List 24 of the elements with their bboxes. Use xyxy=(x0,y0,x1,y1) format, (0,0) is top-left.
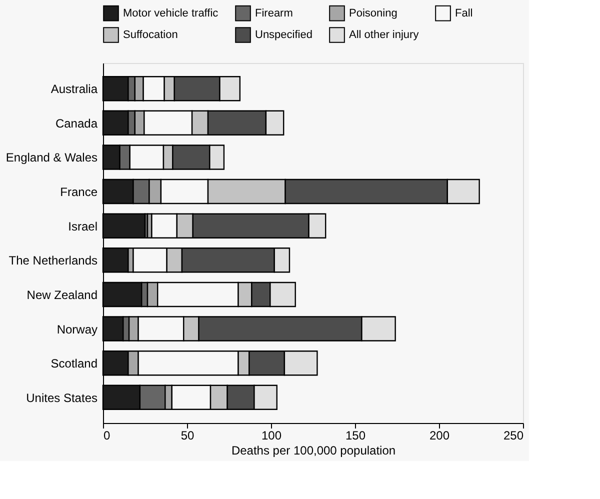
y-tick-label: Canada xyxy=(55,116,98,130)
x-tick-label: 50 xyxy=(180,428,194,442)
legend-label: Unspecified xyxy=(255,29,312,41)
x-tick-label: 200 xyxy=(429,428,450,442)
y-tick-label: Unites States xyxy=(26,390,98,405)
y-tick-label: Scotland xyxy=(50,356,98,371)
legend-label: Poisoning xyxy=(349,7,398,20)
x-tick-label: 100 xyxy=(261,428,282,442)
x-axis-title: Deaths per 100,000 population xyxy=(231,444,396,458)
y-tick-label: The Netherlands xyxy=(8,254,98,268)
y-tick-label: Israel xyxy=(68,219,98,234)
legend-label: Fall xyxy=(455,7,473,20)
y-tick-label: England & Wales xyxy=(6,150,98,165)
x-tick-label: 250 xyxy=(503,428,524,442)
legend-label: Motor vehicle traffic xyxy=(123,7,219,20)
legend-label: Suffocation xyxy=(123,29,178,41)
y-tick-label: France xyxy=(60,185,98,200)
legend-label: All other injury xyxy=(349,29,420,41)
y-tick-label: Norway xyxy=(56,322,98,336)
y-tick-label: Australia xyxy=(50,82,98,96)
legend-label: Firearm xyxy=(255,7,293,20)
x-tick-label: 0 xyxy=(104,428,110,442)
x-tick-label: 150 xyxy=(345,428,366,442)
y-tick-label: New Zealand xyxy=(26,288,98,302)
